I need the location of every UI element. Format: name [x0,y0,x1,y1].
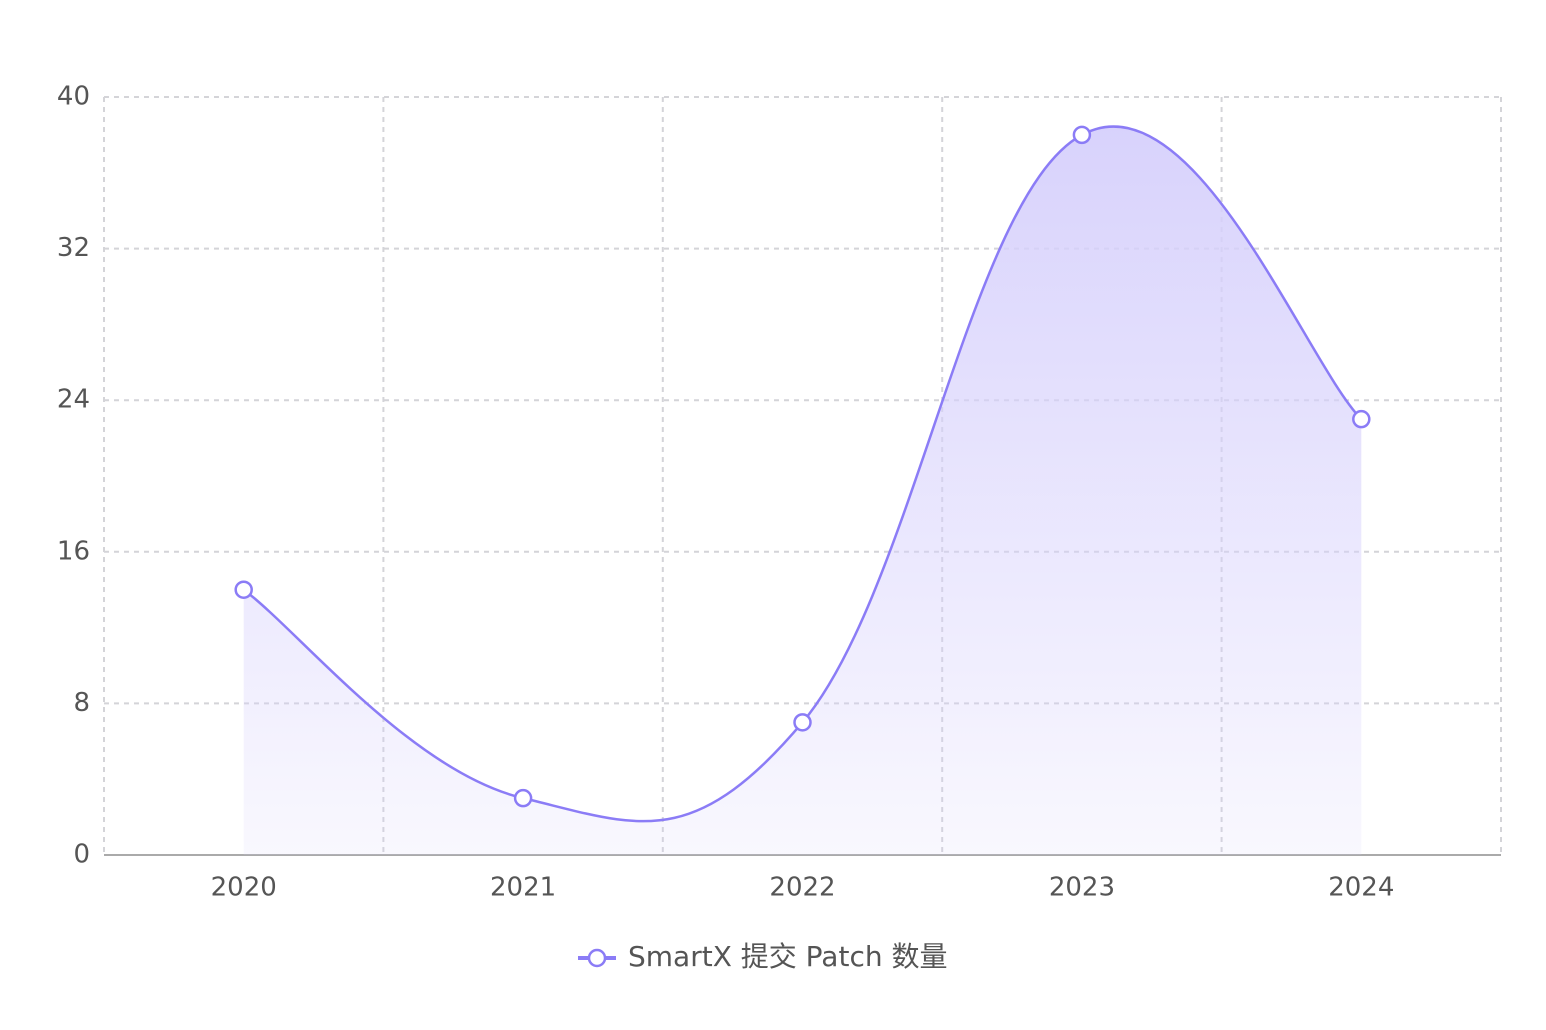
marker [234,580,253,599]
y-tick-label: 32 [57,233,90,263]
x-tick-label: 2021 [490,873,556,903]
area [243,126,1362,856]
y-tick-label: 0 [73,840,90,870]
y-tick-label: 16 [57,536,90,566]
x-tick-label: 2020 [211,873,277,903]
x-tick-label: 2022 [769,873,835,903]
line [242,125,1363,823]
x-tick-label: 2023 [1049,873,1115,903]
marker [1072,125,1092,145]
marker [793,713,812,732]
y-tick-label: 8 [73,688,90,718]
y-tick-label: 24 [57,385,90,415]
marker [1352,409,1371,429]
legend-label: SmartX 提交 Patch 数量 [628,940,948,973]
x-tick-label: 2024 [1328,873,1394,903]
legend-marker [587,948,607,968]
marker [513,788,533,808]
y-tick-label: 40 [57,82,90,112]
